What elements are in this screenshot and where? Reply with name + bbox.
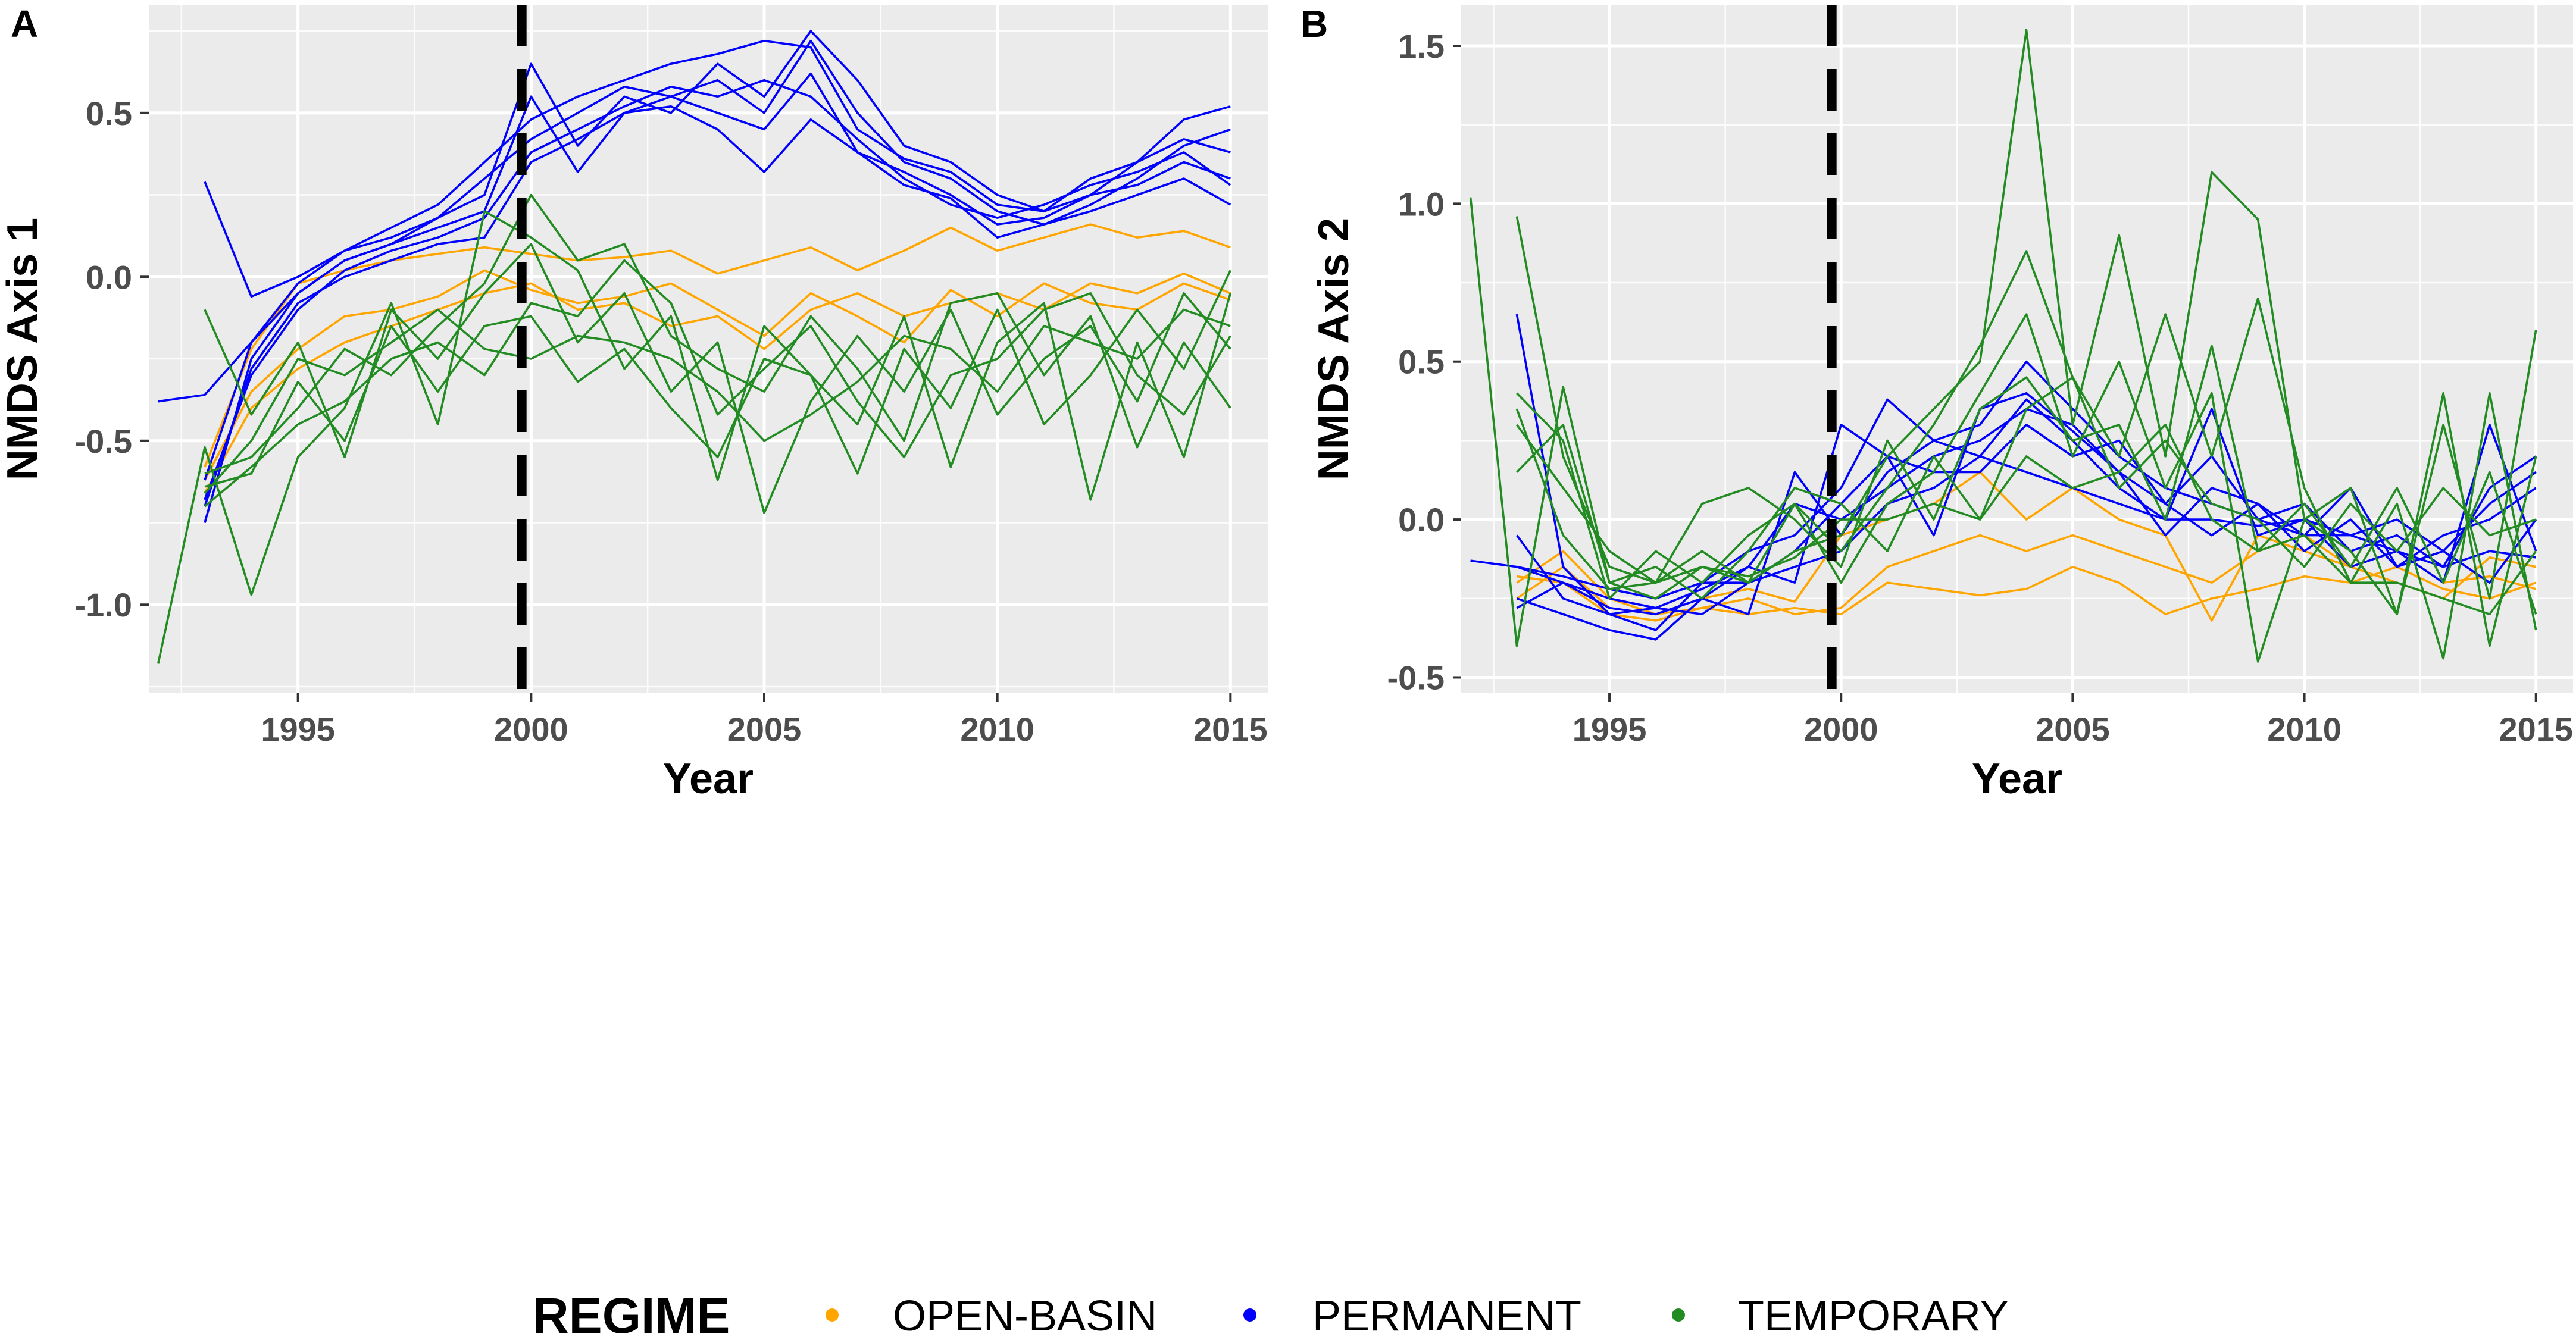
legend-open-basin-dot — [826, 1308, 839, 1322]
legend-title: REGIME — [533, 1288, 730, 1340]
series-line-open-basin-2 — [204, 273, 1231, 494]
legend-permanent-dot — [1243, 1308, 1256, 1322]
x-tick-label: 2015 — [2499, 710, 2573, 748]
series-line-temporary-9 — [1469, 29, 2537, 647]
y-tick-label: 0.5 — [86, 95, 132, 132]
series-line-temporary-10 — [1515, 216, 2537, 660]
panel-b: 1995 2000 2005 2010 2015 -0.5 0.0 0.5 1.0 1.5 Year… — [1300, 2, 2573, 803]
y-tick-label: 0.0 — [1398, 501, 1445, 538]
y-tick-label: 1.0 — [1398, 185, 1445, 223]
x-axis-title: Year — [1972, 755, 2062, 803]
series-line-open-basin-1 — [204, 269, 1231, 481]
legend: REGIME OPEN-BASIN PERMANENT TEMPORARY — [533, 1288, 2009, 1340]
legend-permanent-label: PERMANENT — [1312, 1292, 1581, 1340]
panel-tag: B — [1300, 2, 1328, 45]
legend-open-basin-label: OPEN-BASIN — [893, 1292, 1157, 1340]
x-tick-label: 2010 — [960, 710, 1034, 748]
y-tick-label: 0.0 — [86, 258, 132, 296]
series-line-permanent-4 — [204, 30, 1231, 298]
x-tick-label: 2000 — [494, 710, 568, 748]
y-tick-label: -0.5 — [75, 422, 133, 460]
series-line-temporary-12 — [1515, 345, 2537, 615]
x-tick-label: 2010 — [2267, 710, 2341, 748]
y-axis-title: NMDS Axis 1 — [0, 218, 46, 480]
x-tick-label: 2000 — [1804, 710, 1878, 748]
series-line-temporary-13 — [204, 308, 1231, 494]
series-line-temporary-14 — [1515, 408, 2537, 616]
y-axis-title: NMDS Axis 2 — [1310, 218, 1358, 480]
series-line-permanent-7 — [204, 39, 1231, 481]
panel-a: 1995 2000 2005 2010 2015 -1.0 -0.5 0.0 0.5 Year NM… — [0, 2, 1268, 803]
x-tick-label: 1995 — [1573, 710, 1647, 748]
series-line-permanent-6 — [1516, 398, 2537, 616]
series-line-temporary-14 — [204, 259, 1231, 508]
x-axis-title: Year — [663, 755, 754, 803]
y-tick-label: -0.5 — [1387, 659, 1445, 696]
legend-temporary-label: TEMPORARY — [1738, 1292, 2009, 1340]
y-tick-label: 1.5 — [1398, 27, 1445, 65]
series-line-temporary-12 — [204, 270, 1231, 488]
plot-background — [149, 5, 1268, 693]
y-tick-label: -1.0 — [75, 586, 133, 624]
series-line-temporary-9 — [157, 210, 1232, 664]
series-line-permanent-8 — [204, 105, 1231, 507]
series-line-permanent-7 — [1515, 424, 2537, 631]
x-tick-label: 1995 — [261, 710, 335, 748]
legend-temporary-dot — [1672, 1308, 1685, 1322]
panel-tag: A — [11, 2, 38, 45]
x-tick-label: 2005 — [727, 710, 802, 748]
series-line-open-basin-0 — [204, 223, 1231, 468]
x-tick-label: 2005 — [2036, 710, 2110, 748]
y-tick-label: 0.5 — [1398, 343, 1445, 381]
series-line-temporary-13 — [1516, 376, 2537, 600]
series-line-open-basin-0 — [1516, 550, 2537, 616]
x-tick-label: 2015 — [1193, 710, 1268, 748]
series-line-temporary-10 — [204, 243, 1231, 514]
series-line-permanent-6 — [204, 79, 1231, 500]
series-line-permanent-5 — [204, 72, 1231, 523]
